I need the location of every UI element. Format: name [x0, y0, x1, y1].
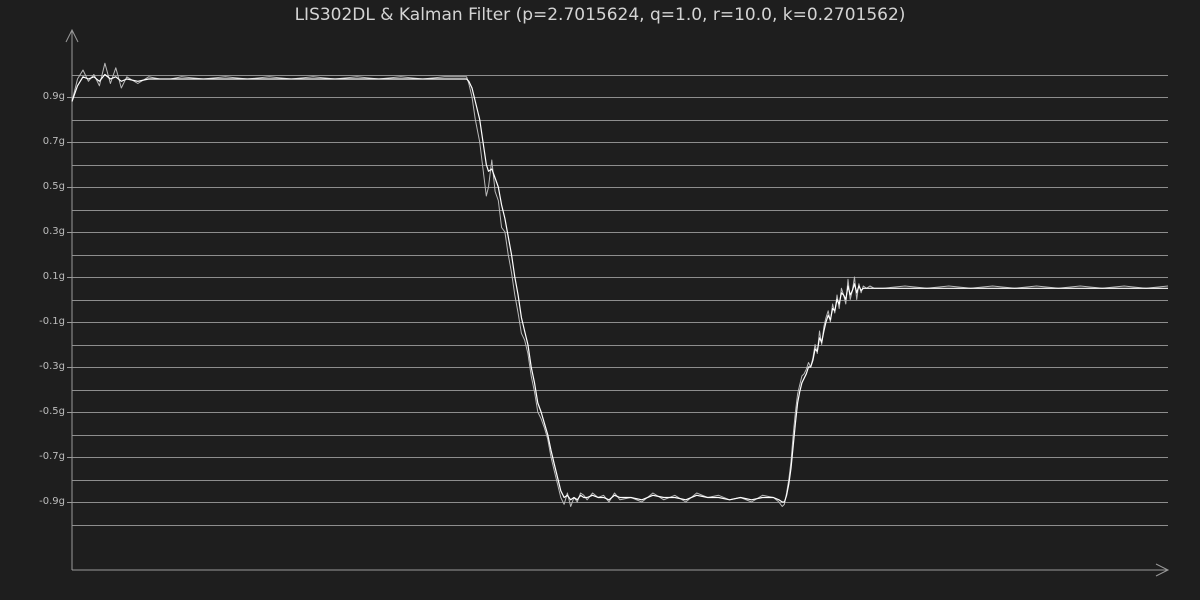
- y-tick-label-0: 0.9g: [43, 91, 65, 102]
- x-axis-arrow: [1155, 563, 1170, 577]
- y-tick-labels: 0.9g 0.7g 0.5g 0.3g 0.1g -0.1g -0.3g -0.5g -0.7g…: [39, 91, 72, 507]
- y-tick-label-2: 0.5g: [43, 181, 65, 192]
- y-tick-label-8: -0.7g: [39, 451, 65, 462]
- y-tick-label-1: 0.7g: [43, 136, 65, 147]
- y-tick-label-3: 0.3g: [43, 226, 65, 237]
- series-line-filtered: [71, 73, 1168, 503]
- series-line-raw: [71, 62, 1169, 507]
- y-axis-arrow: [65, 28, 79, 43]
- y-tick-label-5: -0.1g: [39, 316, 65, 327]
- y-tick-label-9: -0.9g: [39, 496, 65, 507]
- y-tick-label-6: -0.3g: [39, 361, 65, 372]
- axes: [65, 28, 1170, 577]
- chart-title: LIS302DL & Kalman Filter (p=2.7015624, q…: [295, 5, 906, 25]
- y-tick-label-4: 0.1g: [43, 271, 65, 282]
- y-tick-label-7: -0.5g: [39, 406, 65, 417]
- series-layer: [71, 62, 1169, 507]
- grid: [72, 75, 1168, 526]
